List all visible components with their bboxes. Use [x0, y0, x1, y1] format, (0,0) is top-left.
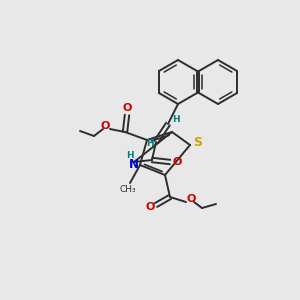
- Text: H: H: [126, 152, 134, 160]
- Text: CH₃: CH₃: [120, 184, 136, 194]
- Text: H: H: [172, 116, 180, 124]
- Text: O: O: [122, 103, 132, 113]
- Text: O: O: [172, 157, 182, 167]
- Text: H: H: [146, 140, 154, 148]
- Text: O: O: [145, 202, 155, 212]
- Text: O: O: [100, 121, 110, 131]
- Text: S: S: [194, 136, 202, 149]
- Text: O: O: [186, 194, 196, 204]
- Text: N: N: [129, 158, 139, 170]
